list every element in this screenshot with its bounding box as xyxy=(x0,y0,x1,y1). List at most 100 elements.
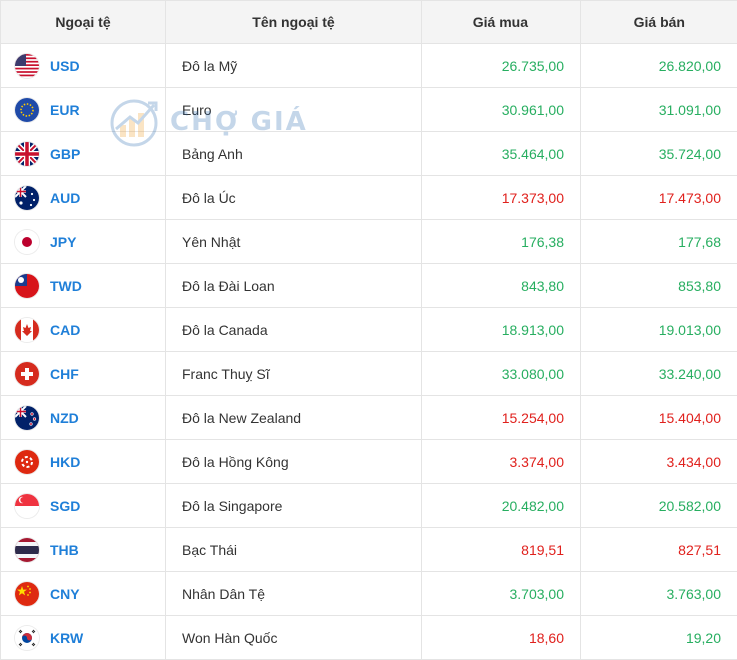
eu-flag-icon xyxy=(15,98,39,122)
currency-code-link[interactable]: THB xyxy=(50,542,79,558)
currency-code-link[interactable]: AUD xyxy=(50,190,80,206)
currency-name: Đô la Mỹ xyxy=(166,44,422,88)
buy-price: 33.080,00 xyxy=(422,352,581,396)
gb-flag-icon xyxy=(15,142,39,166)
currency-code-cell: GBP xyxy=(1,132,166,176)
currency-code-link[interactable]: CNY xyxy=(50,586,80,602)
sell-price: 19,20 xyxy=(581,616,737,660)
buy-price: 18.913,00 xyxy=(422,308,581,352)
sell-price: 31.091,00 xyxy=(581,88,737,132)
currency-code-cell: NZD xyxy=(1,396,166,440)
sell-price: 827,51 xyxy=(581,528,737,572)
sell-price: 3.763,00 xyxy=(581,572,737,616)
sell-price: 35.724,00 xyxy=(581,132,737,176)
currency-code-link[interactable]: TWD xyxy=(50,278,82,294)
currency-name: Đô la Hồng Kông xyxy=(166,440,422,484)
hk-flag-icon xyxy=(15,450,39,474)
currency-code-cell: EUR xyxy=(1,88,166,132)
sell-price: 17.473,00 xyxy=(581,176,737,220)
currency-code-link[interactable]: CHF xyxy=(50,366,79,382)
th-flag-icon xyxy=(15,538,39,562)
sell-price: 19.013,00 xyxy=(581,308,737,352)
sg-flag-icon xyxy=(15,494,39,518)
buy-price: 843,80 xyxy=(422,264,581,308)
cn-flag-icon xyxy=(15,582,39,606)
currency-code-cell: KRW xyxy=(1,616,166,660)
buy-price: 26.735,00 xyxy=(422,44,581,88)
currency-name: Won Hàn Quốc xyxy=(166,616,422,660)
header-currency-code: Ngoại tệ xyxy=(1,1,166,44)
buy-price: 18,60 xyxy=(422,616,581,660)
currency-name: Franc Thuỵ Sĩ xyxy=(166,352,422,396)
sell-price: 33.240,00 xyxy=(581,352,737,396)
buy-price: 30.961,00 xyxy=(422,88,581,132)
buy-price: 15.254,00 xyxy=(422,396,581,440)
currency-name: Bạc Thái xyxy=(166,528,422,572)
currency-code-link[interactable]: HKD xyxy=(50,454,80,470)
sell-price: 177,68 xyxy=(581,220,737,264)
table-header-row: Ngoại tệ Tên ngoại tệ Giá mua Giá bán xyxy=(1,1,737,44)
currency-code-link[interactable]: EUR xyxy=(50,102,80,118)
ca-flag-icon xyxy=(15,318,39,342)
currency-code-link[interactable]: CAD xyxy=(50,322,80,338)
buy-price: 176,38 xyxy=(422,220,581,264)
currency-name: Đô la Singapore xyxy=(166,484,422,528)
currency-code-cell: AUD xyxy=(1,176,166,220)
us-flag-icon xyxy=(15,54,39,78)
currency-name: Đô la New Zealand xyxy=(166,396,422,440)
nz-flag-icon xyxy=(15,406,39,430)
sell-price: 3.434,00 xyxy=(581,440,737,484)
currency-code-cell: HKD xyxy=(1,440,166,484)
currency-name: Đô la Đài Loan xyxy=(166,264,422,308)
jp-flag-icon xyxy=(15,230,39,254)
currency-code-link[interactable]: USD xyxy=(50,58,80,74)
currency-code-link[interactable]: KRW xyxy=(50,630,83,646)
currency-name: Yên Nhật xyxy=(166,220,422,264)
sell-price: 20.582,00 xyxy=(581,484,737,528)
buy-price: 35.464,00 xyxy=(422,132,581,176)
currency-code-link[interactable]: NZD xyxy=(50,410,79,426)
currency-code-link[interactable]: JPY xyxy=(50,234,76,250)
buy-price: 20.482,00 xyxy=(422,484,581,528)
au-flag-icon xyxy=(15,186,39,210)
buy-price: 3.374,00 xyxy=(422,440,581,484)
kr-flag-icon xyxy=(15,626,39,650)
currency-name: Bảng Anh xyxy=(166,132,422,176)
currency-code-cell: CHF xyxy=(1,352,166,396)
header-sell-price: Giá bán xyxy=(581,1,737,44)
tw-flag-icon xyxy=(15,274,39,298)
currency-code-cell: JPY xyxy=(1,220,166,264)
sell-price: 15.404,00 xyxy=(581,396,737,440)
currency-code-cell: TWD xyxy=(1,264,166,308)
currency-name: Đô la Canada xyxy=(166,308,422,352)
sell-price: 26.820,00 xyxy=(581,44,737,88)
currency-code-cell: THB xyxy=(1,528,166,572)
header-buy-price: Giá mua xyxy=(422,1,581,44)
buy-price: 819,51 xyxy=(422,528,581,572)
currency-name: Đô la Úc xyxy=(166,176,422,220)
currency-code-link[interactable]: GBP xyxy=(50,146,80,162)
ch-flag-icon xyxy=(15,362,39,386)
currency-code-cell: CNY xyxy=(1,572,166,616)
currency-code-cell: SGD xyxy=(1,484,166,528)
currency-code-cell: CAD xyxy=(1,308,166,352)
currency-code-cell: USD xyxy=(1,44,166,88)
buy-price: 3.703,00 xyxy=(422,572,581,616)
sell-price: 853,80 xyxy=(581,264,737,308)
currency-code-link[interactable]: SGD xyxy=(50,498,80,514)
currency-name: Euro xyxy=(166,88,422,132)
currency-name: Nhân Dân Tệ xyxy=(166,572,422,616)
